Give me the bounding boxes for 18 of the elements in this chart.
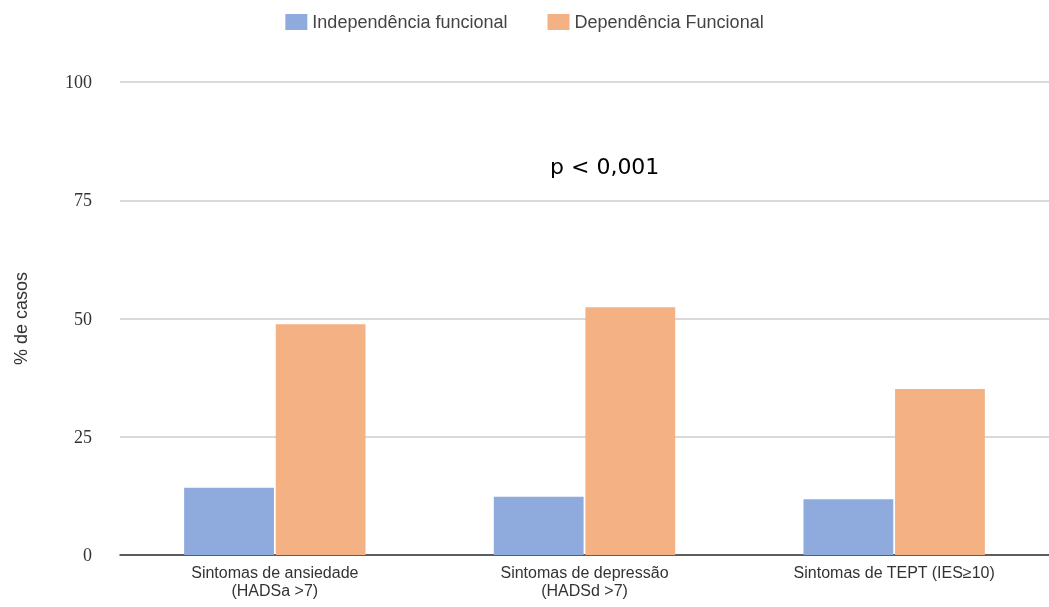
y-tick-label: 75 [74, 190, 92, 211]
bar [585, 307, 676, 555]
annotation: p < 0,001 [550, 153, 660, 179]
x-tick-label: Sintomas de depressão (HADSd >7) [500, 563, 669, 599]
x-tick-label: Sintomas de ansiedade (HADSa >7) [191, 563, 359, 599]
y-tick-label: 0 [83, 545, 92, 565]
y-tick-label: 50 [74, 308, 92, 329]
y-axis-title: % de casos [11, 271, 31, 366]
bar [803, 499, 894, 555]
y-tick-label: 25 [74, 426, 92, 447]
bar [275, 324, 366, 555]
x-tick-label: Sintomas de TEPT (IES≥10) [793, 563, 995, 581]
bar [184, 487, 274, 555]
bar [493, 496, 584, 555]
y-tick-label: 100 [65, 72, 92, 92]
legend-label: Dependência Funcional [574, 12, 764, 32]
legend-label: Independência funcional [312, 12, 508, 32]
bar [895, 388, 985, 555]
